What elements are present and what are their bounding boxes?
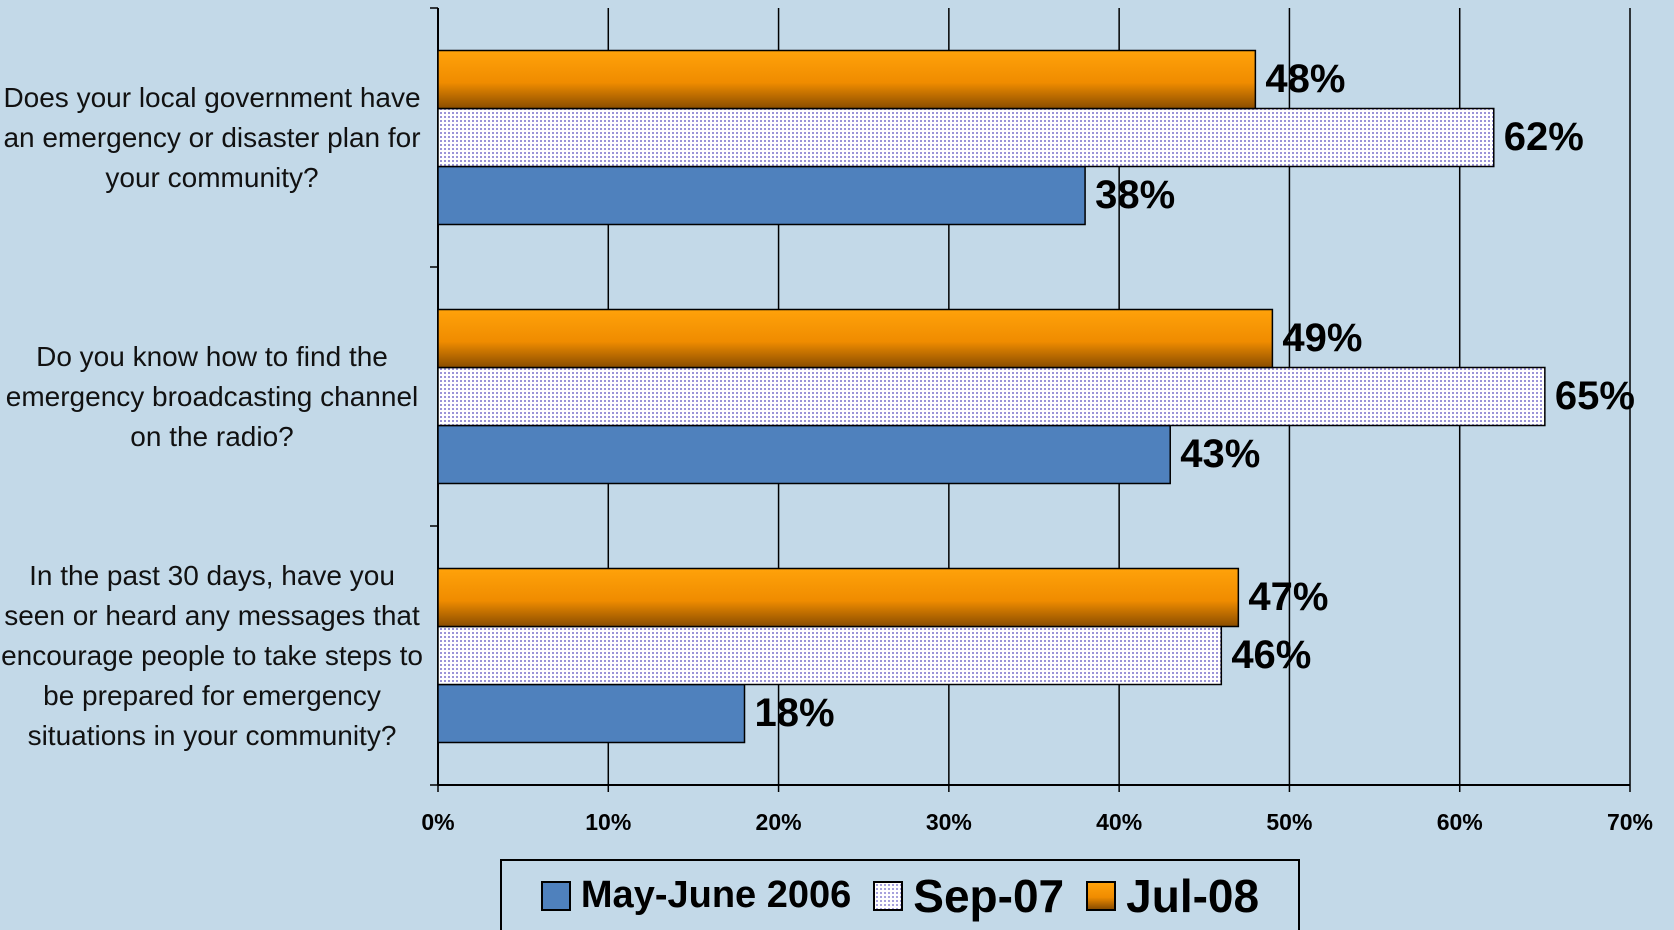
legend-item: Jul-08 <box>1086 869 1259 923</box>
value-label: 46% <box>1231 633 1311 677</box>
x-tick-label: 40% <box>1096 809 1142 835</box>
legend-swatch <box>1086 880 1117 911</box>
value-label: 38% <box>1095 173 1175 217</box>
x-tick-label: 30% <box>926 809 972 835</box>
x-tick-label: 60% <box>1437 809 1483 835</box>
x-tick-label: 0% <box>421 809 454 835</box>
value-label: 62% <box>1504 115 1584 159</box>
x-tick-label: 50% <box>1266 809 1312 835</box>
value-label: 43% <box>1180 432 1260 476</box>
legend-swatch <box>873 880 904 911</box>
legend-label: May-June 2006 <box>580 874 852 916</box>
bar <box>437 683 746 744</box>
value-label: 49% <box>1282 316 1362 360</box>
x-tick-label: 10% <box>585 809 631 835</box>
legend-item: Sep-07 <box>873 869 1064 923</box>
legend-label: Jul-08 <box>1126 869 1260 922</box>
category-label: Does your local government have an emerg… <box>3 81 421 193</box>
legend-label: Sep-07 <box>913 869 1065 922</box>
category-label: In the past 30 days, have you seen or he… <box>1 559 423 751</box>
category-label: Do you know how to find the emergency br… <box>5 340 419 452</box>
value-label: 65% <box>1555 374 1635 418</box>
x-tick-label: 70% <box>1607 809 1653 835</box>
bar <box>437 107 1495 168</box>
legend-item: May-June 2006 <box>540 874 852 917</box>
bar <box>437 165 1086 226</box>
bar <box>437 366 1546 427</box>
legend: May-June 2006 Sep-07 Jul-08 <box>500 859 1300 930</box>
legend-swatch <box>540 880 571 911</box>
bar <box>437 567 1240 628</box>
value-label: 18% <box>755 691 835 735</box>
value-label: 48% <box>1265 57 1345 101</box>
bar <box>437 308 1274 369</box>
bar <box>437 49 1257 110</box>
bar <box>437 625 1223 686</box>
x-tick-label: 20% <box>756 809 802 835</box>
bar <box>437 424 1171 485</box>
value-label: 47% <box>1248 575 1328 619</box>
